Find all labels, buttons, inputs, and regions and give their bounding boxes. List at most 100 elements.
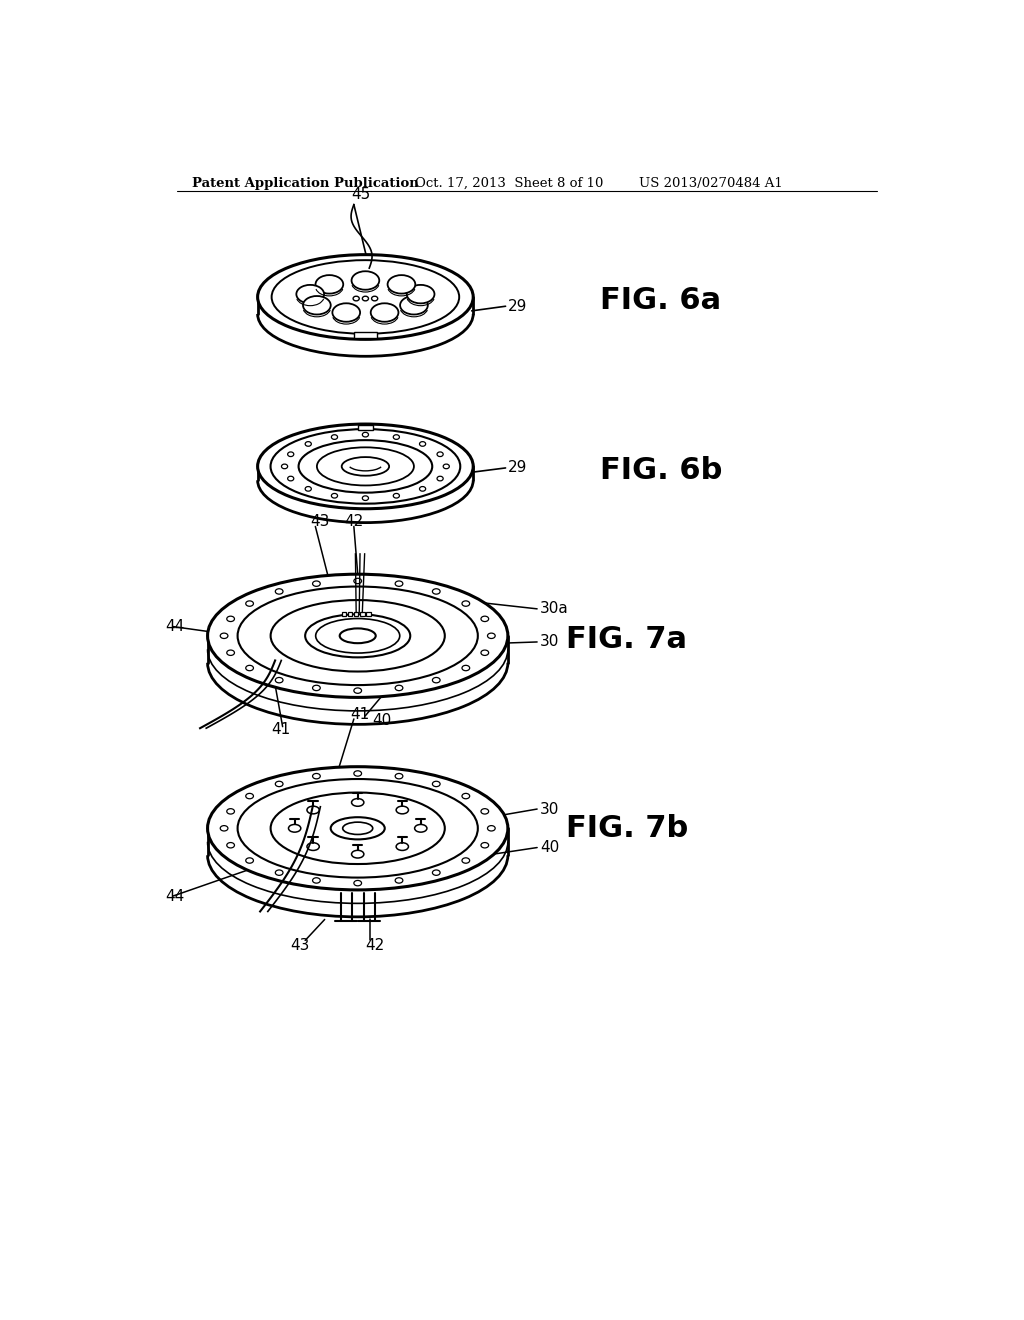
Text: Patent Application Publication: Patent Application Publication <box>193 177 419 190</box>
Ellipse shape <box>332 494 338 498</box>
Ellipse shape <box>481 616 488 622</box>
Ellipse shape <box>437 477 443 480</box>
Text: 43: 43 <box>290 937 309 953</box>
Ellipse shape <box>238 779 478 878</box>
Ellipse shape <box>432 589 440 594</box>
Ellipse shape <box>372 296 378 301</box>
Ellipse shape <box>208 574 508 697</box>
Ellipse shape <box>275 589 283 594</box>
Ellipse shape <box>487 634 496 639</box>
Ellipse shape <box>400 296 428 314</box>
Ellipse shape <box>312 685 321 690</box>
Ellipse shape <box>362 296 369 301</box>
FancyBboxPatch shape <box>367 612 371 615</box>
Ellipse shape <box>246 601 254 606</box>
Text: 40: 40 <box>541 840 559 855</box>
FancyBboxPatch shape <box>348 612 352 615</box>
Text: 45: 45 <box>351 187 371 202</box>
Ellipse shape <box>462 601 470 606</box>
Ellipse shape <box>270 601 444 672</box>
Ellipse shape <box>246 858 254 863</box>
Ellipse shape <box>462 665 470 671</box>
Ellipse shape <box>312 581 321 586</box>
Ellipse shape <box>432 677 440 682</box>
Ellipse shape <box>331 817 385 840</box>
Ellipse shape <box>275 781 283 787</box>
Ellipse shape <box>351 271 379 289</box>
Ellipse shape <box>395 774 402 779</box>
Ellipse shape <box>432 781 440 787</box>
Ellipse shape <box>437 451 443 457</box>
Ellipse shape <box>353 296 359 301</box>
Text: 43: 43 <box>310 515 330 529</box>
Text: 41: 41 <box>350 706 370 722</box>
Ellipse shape <box>282 465 288 469</box>
Text: 44: 44 <box>165 888 184 904</box>
Ellipse shape <box>396 842 409 850</box>
Ellipse shape <box>288 451 294 457</box>
FancyBboxPatch shape <box>357 425 373 430</box>
Text: 30a: 30a <box>541 602 569 616</box>
Ellipse shape <box>393 494 399 498</box>
Text: 29: 29 <box>508 298 527 314</box>
Ellipse shape <box>246 793 254 799</box>
FancyBboxPatch shape <box>354 333 377 338</box>
Text: 40: 40 <box>373 713 392 729</box>
Text: 42: 42 <box>366 937 384 953</box>
Ellipse shape <box>407 285 434 304</box>
Ellipse shape <box>307 807 319 814</box>
Text: FIG. 6a: FIG. 6a <box>600 286 721 315</box>
Ellipse shape <box>354 771 361 776</box>
Ellipse shape <box>270 429 460 504</box>
Ellipse shape <box>333 304 360 322</box>
Ellipse shape <box>305 487 311 491</box>
Ellipse shape <box>362 433 369 437</box>
Ellipse shape <box>296 285 324 304</box>
FancyBboxPatch shape <box>354 612 358 615</box>
Ellipse shape <box>258 255 473 339</box>
Ellipse shape <box>312 878 321 883</box>
Ellipse shape <box>342 457 389 475</box>
Ellipse shape <box>271 260 459 334</box>
Ellipse shape <box>275 870 283 875</box>
Text: 30: 30 <box>541 635 559 649</box>
Text: 44: 44 <box>165 619 184 634</box>
Ellipse shape <box>395 878 402 883</box>
Ellipse shape <box>258 424 473 508</box>
Ellipse shape <box>246 665 254 671</box>
Ellipse shape <box>270 792 444 865</box>
Text: 30: 30 <box>541 801 559 817</box>
Ellipse shape <box>220 825 228 832</box>
Ellipse shape <box>226 809 234 814</box>
Ellipse shape <box>462 858 470 863</box>
Ellipse shape <box>420 487 426 491</box>
Ellipse shape <box>208 767 508 890</box>
Ellipse shape <box>307 842 319 850</box>
Ellipse shape <box>226 616 234 622</box>
Ellipse shape <box>354 688 361 693</box>
Text: US 2013/0270484 A1: US 2013/0270484 A1 <box>639 177 782 190</box>
Ellipse shape <box>275 677 283 682</box>
FancyBboxPatch shape <box>342 612 346 615</box>
Ellipse shape <box>340 628 376 643</box>
Ellipse shape <box>305 442 311 446</box>
Ellipse shape <box>303 296 331 314</box>
Ellipse shape <box>362 496 369 500</box>
Ellipse shape <box>226 842 234 847</box>
Ellipse shape <box>315 275 343 293</box>
Ellipse shape <box>371 304 398 322</box>
Text: 42: 42 <box>344 515 364 529</box>
Ellipse shape <box>238 586 478 685</box>
Ellipse shape <box>351 850 364 858</box>
Ellipse shape <box>432 870 440 875</box>
Text: Oct. 17, 2013  Sheet 8 of 10: Oct. 17, 2013 Sheet 8 of 10 <box>416 177 604 190</box>
Ellipse shape <box>316 447 414 486</box>
Ellipse shape <box>305 614 411 657</box>
Ellipse shape <box>420 442 426 446</box>
Ellipse shape <box>315 619 399 653</box>
Ellipse shape <box>354 578 361 583</box>
Ellipse shape <box>351 799 364 807</box>
Ellipse shape <box>299 440 432 492</box>
Ellipse shape <box>487 825 496 832</box>
Ellipse shape <box>312 774 321 779</box>
